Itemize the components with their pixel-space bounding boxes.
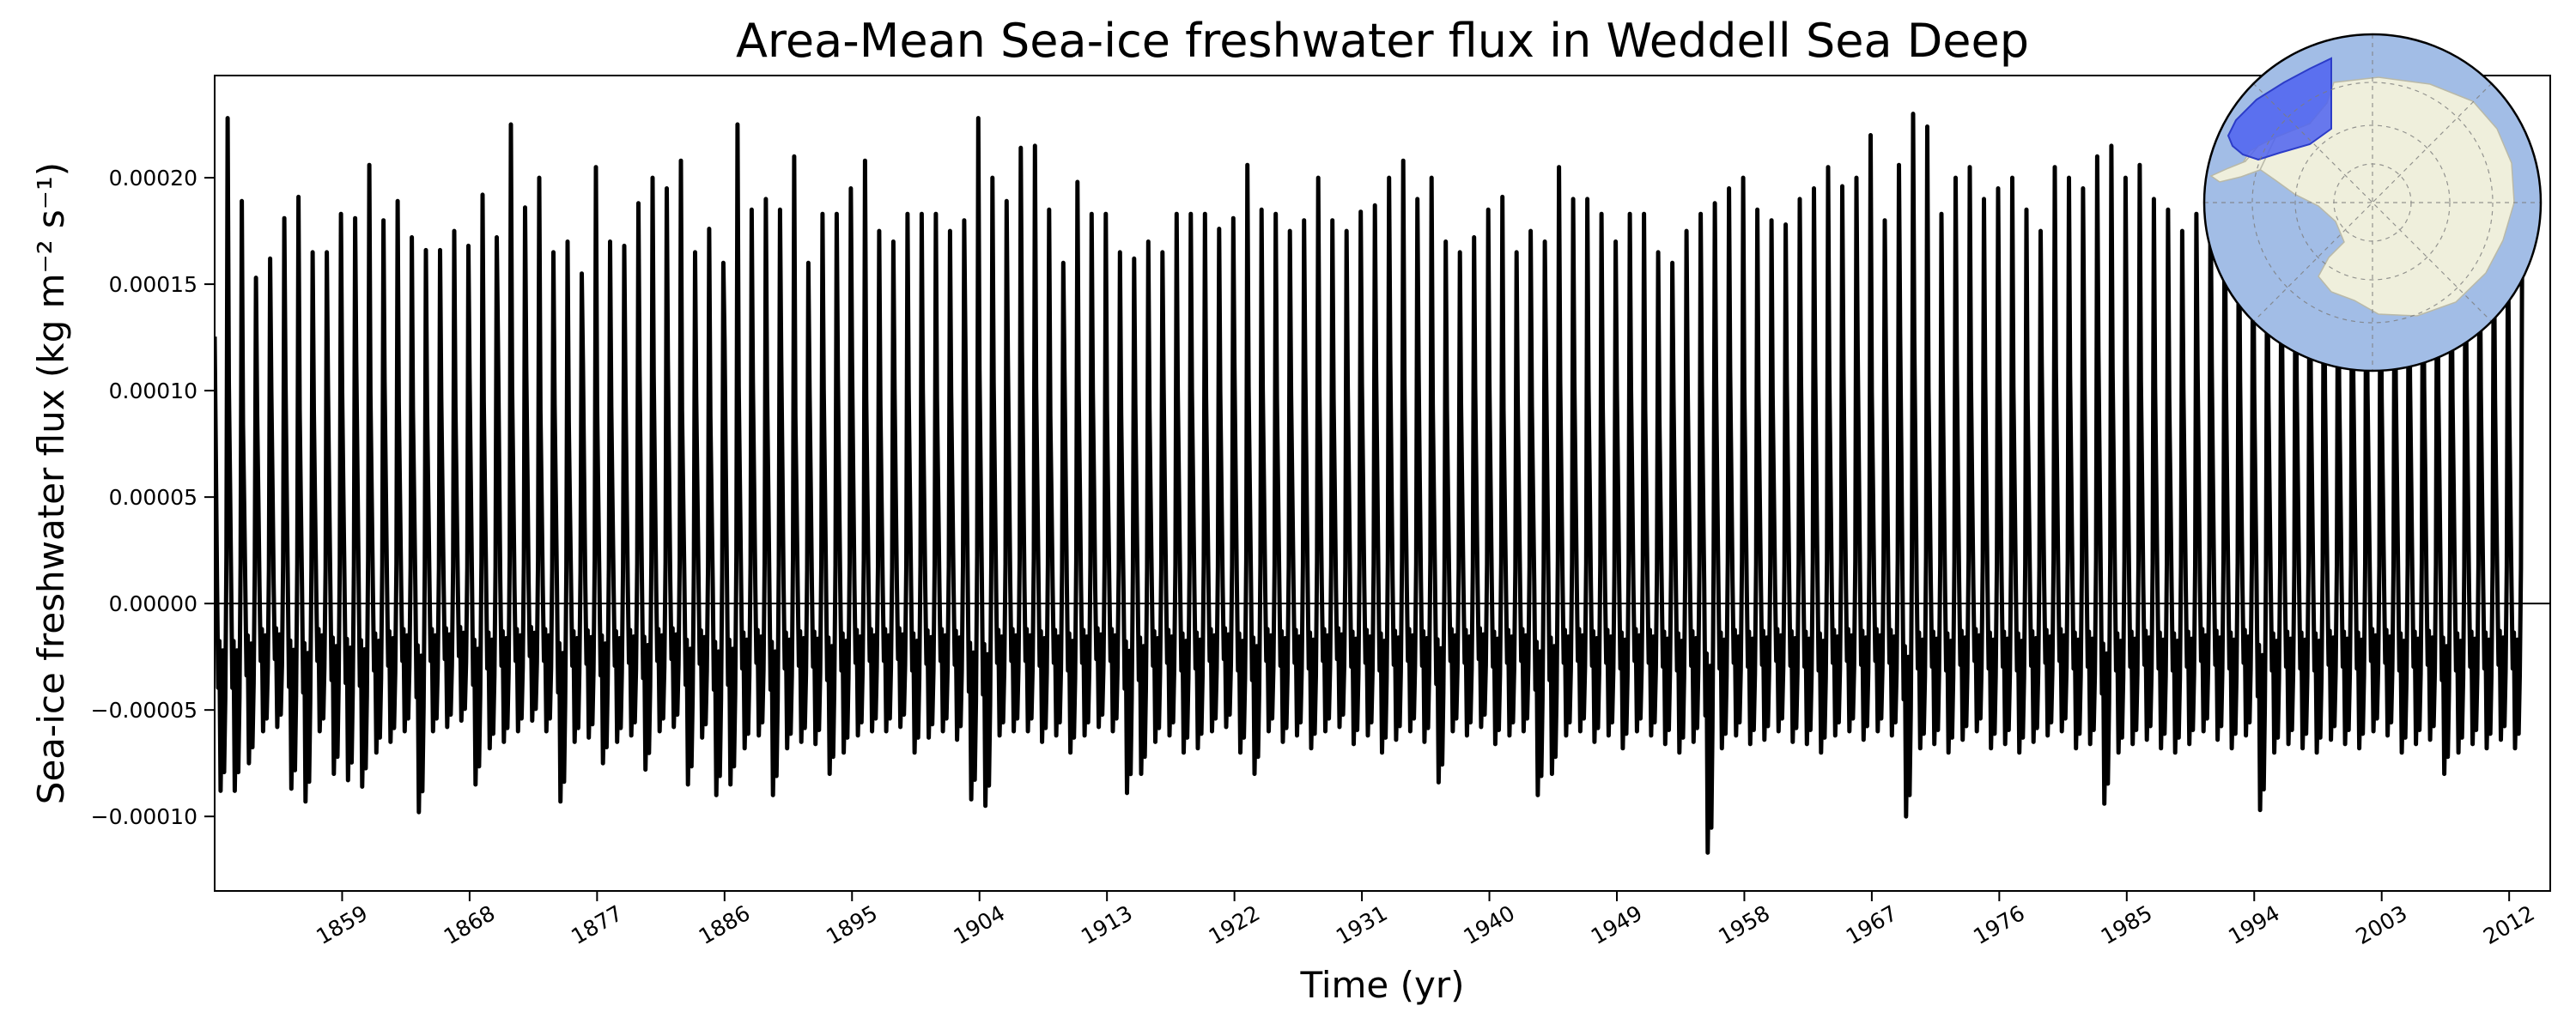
map-weddell-region [2227,57,2332,161]
x-axis-label: Time (yr) [1299,964,1464,1006]
chart-title: Area-Mean Sea-ice freshwater flux in Wed… [736,14,2029,68]
y-tick-label: −0.00010 [91,804,197,829]
map-boundary [2202,33,2543,373]
y-axis: −0.00010 −0.00005 0.00000 0.00005 0.00010 0.0… [91,166,215,829]
inset-map [2202,33,2543,373]
series-line [215,112,2524,855]
y-axis-label: Sea-ice freshwater flux (kg m⁻² s⁻¹) [30,162,72,804]
y-tick-label: 0.00015 [109,272,197,297]
y-tick-label: 0.00005 [109,485,197,510]
y-tick-label: −0.00005 [91,698,197,723]
plot-frame [214,75,2551,892]
y-tick-label: 0.00010 [109,379,197,403]
y-tick-label: 0.00000 [109,591,197,616]
y-tick-label: 0.00020 [109,166,197,191]
map-graticule [2204,34,2541,371]
